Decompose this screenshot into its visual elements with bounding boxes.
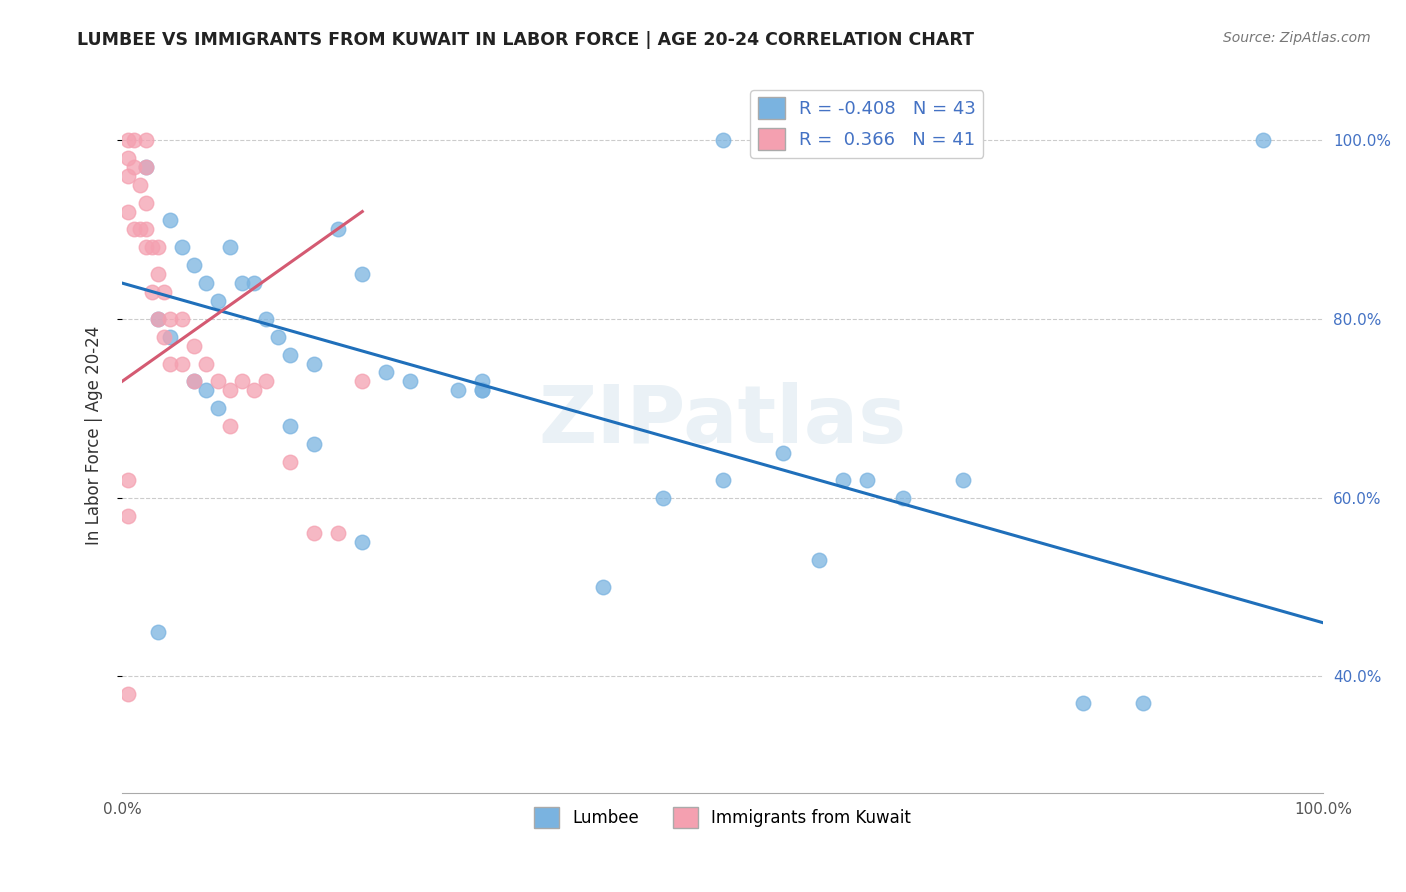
Point — [135, 195, 157, 210]
Point — [471, 384, 494, 398]
Point — [146, 267, 169, 281]
Point — [278, 348, 301, 362]
Point — [471, 375, 494, 389]
Y-axis label: In Labor Force | Age 20-24: In Labor Force | Age 20-24 — [86, 326, 103, 545]
Point — [807, 553, 830, 567]
Point — [352, 267, 374, 281]
Text: Source: ZipAtlas.com: Source: ZipAtlas.com — [1223, 31, 1371, 45]
Point — [141, 285, 163, 299]
Point — [278, 455, 301, 469]
Legend: Lumbee, Immigrants from Kuwait: Lumbee, Immigrants from Kuwait — [527, 801, 918, 834]
Point — [183, 375, 205, 389]
Point — [117, 204, 139, 219]
Point — [183, 338, 205, 352]
Point — [135, 240, 157, 254]
Point — [375, 366, 398, 380]
Point — [304, 526, 326, 541]
Point — [219, 384, 242, 398]
Point — [117, 508, 139, 523]
Point — [141, 240, 163, 254]
Point — [304, 437, 326, 451]
Point — [352, 535, 374, 549]
Point — [172, 357, 194, 371]
Point — [952, 473, 974, 487]
Point — [891, 491, 914, 505]
Point — [328, 526, 350, 541]
Point — [254, 375, 277, 389]
Point — [772, 446, 794, 460]
Point — [153, 285, 176, 299]
Point — [159, 311, 181, 326]
Point — [117, 133, 139, 147]
Point — [122, 222, 145, 236]
Point — [231, 276, 253, 290]
Point — [304, 357, 326, 371]
Point — [399, 375, 422, 389]
Text: ZIPatlas: ZIPatlas — [538, 382, 907, 459]
Point — [146, 311, 169, 326]
Point — [135, 133, 157, 147]
Text: LUMBEE VS IMMIGRANTS FROM KUWAIT IN LABOR FORCE | AGE 20-24 CORRELATION CHART: LUMBEE VS IMMIGRANTS FROM KUWAIT IN LABO… — [77, 31, 974, 49]
Point — [328, 222, 350, 236]
Point — [711, 473, 734, 487]
Point — [831, 473, 853, 487]
Point — [172, 240, 194, 254]
Point — [1071, 696, 1094, 710]
Point — [159, 357, 181, 371]
Point — [231, 375, 253, 389]
Point — [183, 258, 205, 272]
Point — [146, 311, 169, 326]
Point — [471, 384, 494, 398]
Point — [135, 160, 157, 174]
Point — [117, 687, 139, 701]
Point — [146, 240, 169, 254]
Point — [159, 213, 181, 227]
Point — [219, 419, 242, 434]
Point — [122, 133, 145, 147]
Point — [117, 151, 139, 165]
Point — [651, 491, 673, 505]
Point — [352, 375, 374, 389]
Point — [153, 329, 176, 343]
Point — [278, 419, 301, 434]
Point — [129, 178, 152, 192]
Point — [135, 222, 157, 236]
Point — [117, 473, 139, 487]
Point — [207, 401, 229, 416]
Point — [207, 293, 229, 308]
Point — [254, 311, 277, 326]
Point — [117, 169, 139, 183]
Point — [195, 276, 218, 290]
Point — [1251, 133, 1274, 147]
Point — [122, 160, 145, 174]
Point — [172, 311, 194, 326]
Point — [243, 276, 266, 290]
Point — [856, 473, 879, 487]
Point — [592, 580, 614, 594]
Point — [183, 375, 205, 389]
Point — [195, 384, 218, 398]
Point — [219, 240, 242, 254]
Point — [207, 375, 229, 389]
Point — [243, 384, 266, 398]
Point — [1132, 696, 1154, 710]
Point — [267, 329, 290, 343]
Point — [447, 384, 470, 398]
Point — [146, 624, 169, 639]
Point — [135, 160, 157, 174]
Point — [195, 357, 218, 371]
Point — [159, 329, 181, 343]
Point — [129, 222, 152, 236]
Point — [711, 133, 734, 147]
